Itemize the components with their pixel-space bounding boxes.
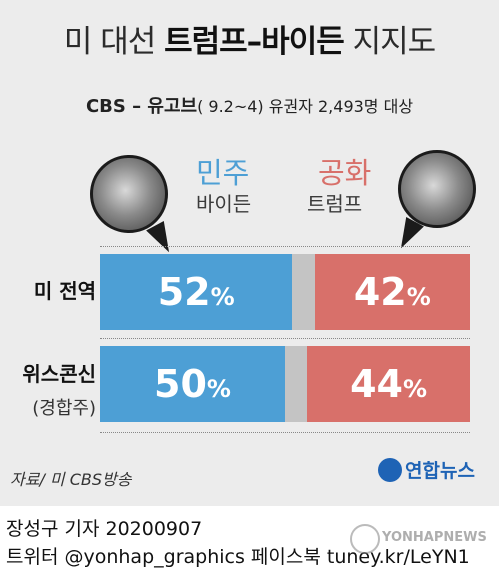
row-sublabel-wisconsin: (경합주) — [32, 398, 96, 419]
chart-title: 미 대선 트럼프–바이든 지지도 — [0, 16, 499, 61]
watermark-text: YONHAPNEWS — [382, 530, 487, 545]
title-prefix: 미 대선 — [63, 24, 165, 60]
bar-undecided — [292, 254, 315, 330]
value-label-dem: 52% — [100, 254, 292, 330]
row-label-national: 미 전역 — [33, 279, 96, 303]
row-label-wisconsin: 위스콘신 — [22, 362, 96, 386]
title-suffix: 지지도 — [343, 24, 437, 60]
bar-undecided — [285, 346, 308, 422]
title-bold: 트럼프–바이든 — [164, 24, 345, 60]
row-divider — [100, 432, 470, 433]
bar-rep — [307, 346, 470, 422]
value-number: 42 — [353, 270, 407, 314]
byline-social: 트위터 @yonhap_graphics 페이스북 tuney.kr/LeYN1 — [6, 546, 470, 568]
value-unit: % — [406, 283, 431, 311]
infographic: 미 대선 트럼프–바이든 지지도 CBS – 유고브( 9.2~4) 유권자 2… — [0, 0, 499, 506]
value-number: 50 — [154, 362, 207, 406]
yonhap-logo-icon — [378, 457, 402, 482]
subtitle-bold: CBS – 유고브 — [85, 96, 198, 117]
biden-portrait — [90, 155, 168, 233]
bar-dem — [100, 254, 293, 330]
chart-subtitle: CBS – 유고브( 9.2~4) 유권자 2,493명 대상 — [0, 92, 499, 118]
bar-rep — [314, 254, 470, 330]
yonhap-logo-text: 연합뉴스 — [405, 460, 475, 482]
value-label-rep: 42% — [315, 254, 470, 330]
bars-layer: 52% 42% 50% 44% — [100, 254, 470, 422]
source-note: 자료/ 미 CBS방송 — [10, 470, 132, 489]
value-label-dem: 50% — [100, 346, 285, 422]
byline-reporter: 장성구 기자 20200907 — [6, 518, 203, 540]
candidate-label-dem: 바이든 — [196, 192, 252, 216]
value-label-rep: 44% — [307, 346, 470, 422]
value-unit: % — [403, 375, 428, 403]
value-unit: % — [206, 375, 231, 403]
value-unit: % — [210, 283, 235, 311]
candidate-label-rep: 트럼프 — [307, 192, 363, 216]
value-number: 52 — [157, 270, 211, 314]
row-divider — [100, 246, 470, 247]
bar-dem — [100, 346, 285, 422]
watermark-badge-icon — [350, 524, 380, 554]
yonhap-logo: 연합뉴스 — [378, 456, 475, 483]
yonhap-watermark: YONHAPNEWS — [350, 524, 499, 564]
value-number: 44 — [350, 362, 403, 406]
party-label-dem: 민주 — [196, 156, 250, 190]
row-divider — [100, 338, 470, 339]
trump-portrait — [398, 150, 476, 228]
party-label-rep: 공화 — [318, 156, 372, 190]
subtitle-rest: ( 9.2~4) 유권자 2,493명 대상 — [197, 97, 414, 116]
